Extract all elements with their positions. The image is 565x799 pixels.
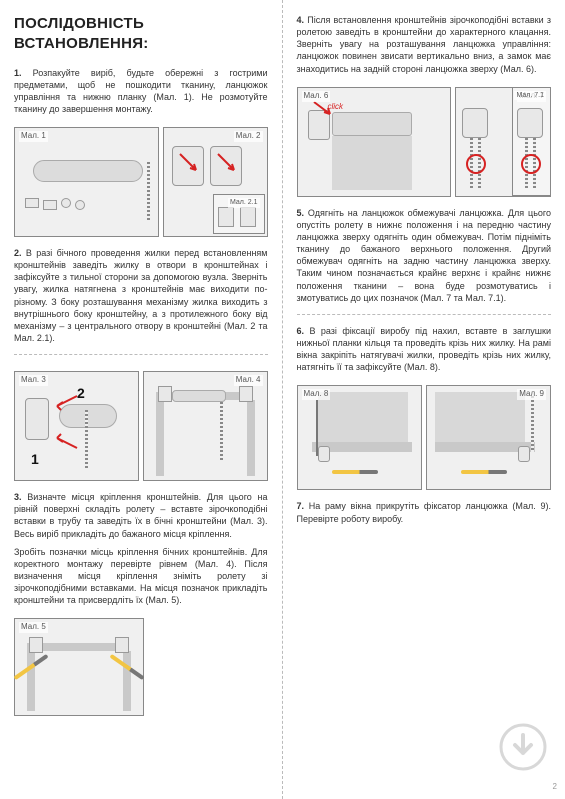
fig21-caption: Мал. 2.1 [228,198,260,207]
figure-5: Мал. 5 [14,618,144,716]
page-title: ПОСЛІДОВНІСТЬ ВСТАНОВЛЕННЯ: [14,14,268,55]
step-3a: 3. Визначте місця кріплення кронштейнів.… [14,491,268,540]
step-1-num: 1. [14,68,22,78]
step-5: 5. Одягніть на ланцюжок обмежувачі ланцю… [297,207,552,304]
figure-6: Мал. 6 click [297,87,452,197]
figure-9: Мал. 9 [426,385,551,490]
step-1: 1. Розпакуйте виріб, будьте обережні з г… [14,67,268,116]
fig2-caption: Мал. 2 [234,131,263,142]
fig-row-1-2: Мал. 1 Мал. 2 Мал. 2.1 [14,127,268,237]
step-6-num: 6. [297,326,305,336]
right-column: 4. Після встановлення кронштейнів зірочк… [283,0,565,799]
step-4-num: 4. [297,15,305,25]
step-2-text: В разі бічного проведення жилки перед вс… [14,248,268,343]
fig1-caption: Мал. 1 [19,131,48,142]
figure-2: Мал. 2 Мал. 2.1 [163,127,267,237]
step-6: 6. В разі фіксації виробу під нахил, вст… [297,325,552,374]
step-2-num: 2. [14,248,22,258]
step-7-num: 7. [297,501,305,511]
fig4-caption: Мал. 4 [234,375,263,386]
figure-4: Мал. 4 [143,371,268,481]
divider-1 [14,354,268,355]
left-column: ПОСЛІДОВНІСТЬ ВСТАНОВЛЕННЯ: 1. Розпакуйт… [0,0,283,799]
figure-1: Мал. 1 [14,127,159,237]
fig-row-3-4: Мал. 3 2 1 Мал. 4 [14,371,268,481]
step-4-text: Після встановлення кронштейнів зірочкопо… [297,15,552,74]
figure-8: Мал. 8 [297,385,422,490]
step-1-text: Розпакуйте виріб, будьте обережні з гост… [14,68,268,114]
step-6-text: В разі фіксації виробу під нахил, вставт… [297,326,552,372]
figure-3: Мал. 3 2 1 [14,371,139,481]
fig9-caption: Мал. 9 [517,389,546,400]
fig-row-8-9: Мал. 8 Мал. 9 [297,385,552,490]
step-2: 2. В разі бічного проведення жилки перед… [14,247,268,344]
fig-row-5: Мал. 5 [14,618,268,716]
step-3b: Зробіть позначки місць кріплення бічних … [14,546,268,607]
step-7: 7. На раму вікна прикрутіть фіксатор лан… [297,500,552,524]
watermark-icon [499,723,547,771]
fig8-caption: Мал. 8 [302,389,331,400]
fig71-caption: Мал. 7.1 [514,91,546,100]
fig-row-6-7: Мал. 6 click Мал. 7 Мал. 7.1 [297,87,552,197]
step-4: 4. Після встановлення кронштейнів зірочк… [297,14,552,75]
fig3-caption: Мал. 3 [19,375,48,386]
page-number: 2 [553,782,557,793]
fig6-caption: Мал. 6 [302,91,331,102]
step-3-num: 3. [14,492,22,502]
fig5-caption: Мал. 5 [19,622,48,633]
divider-2 [297,314,552,315]
step-5-text: Одягніть на ланцюжок обмежувачі ланцюжка… [297,208,552,303]
step-5-num: 5. [297,208,305,218]
figure-7: Мал. 7 Мал. 7.1 [455,87,551,197]
step-3a-text: Визначте місця кріплення кронштейнів. Дл… [14,492,268,538]
step-7-text: На раму вікна прикрутіть фіксатор ланцюж… [297,501,552,523]
